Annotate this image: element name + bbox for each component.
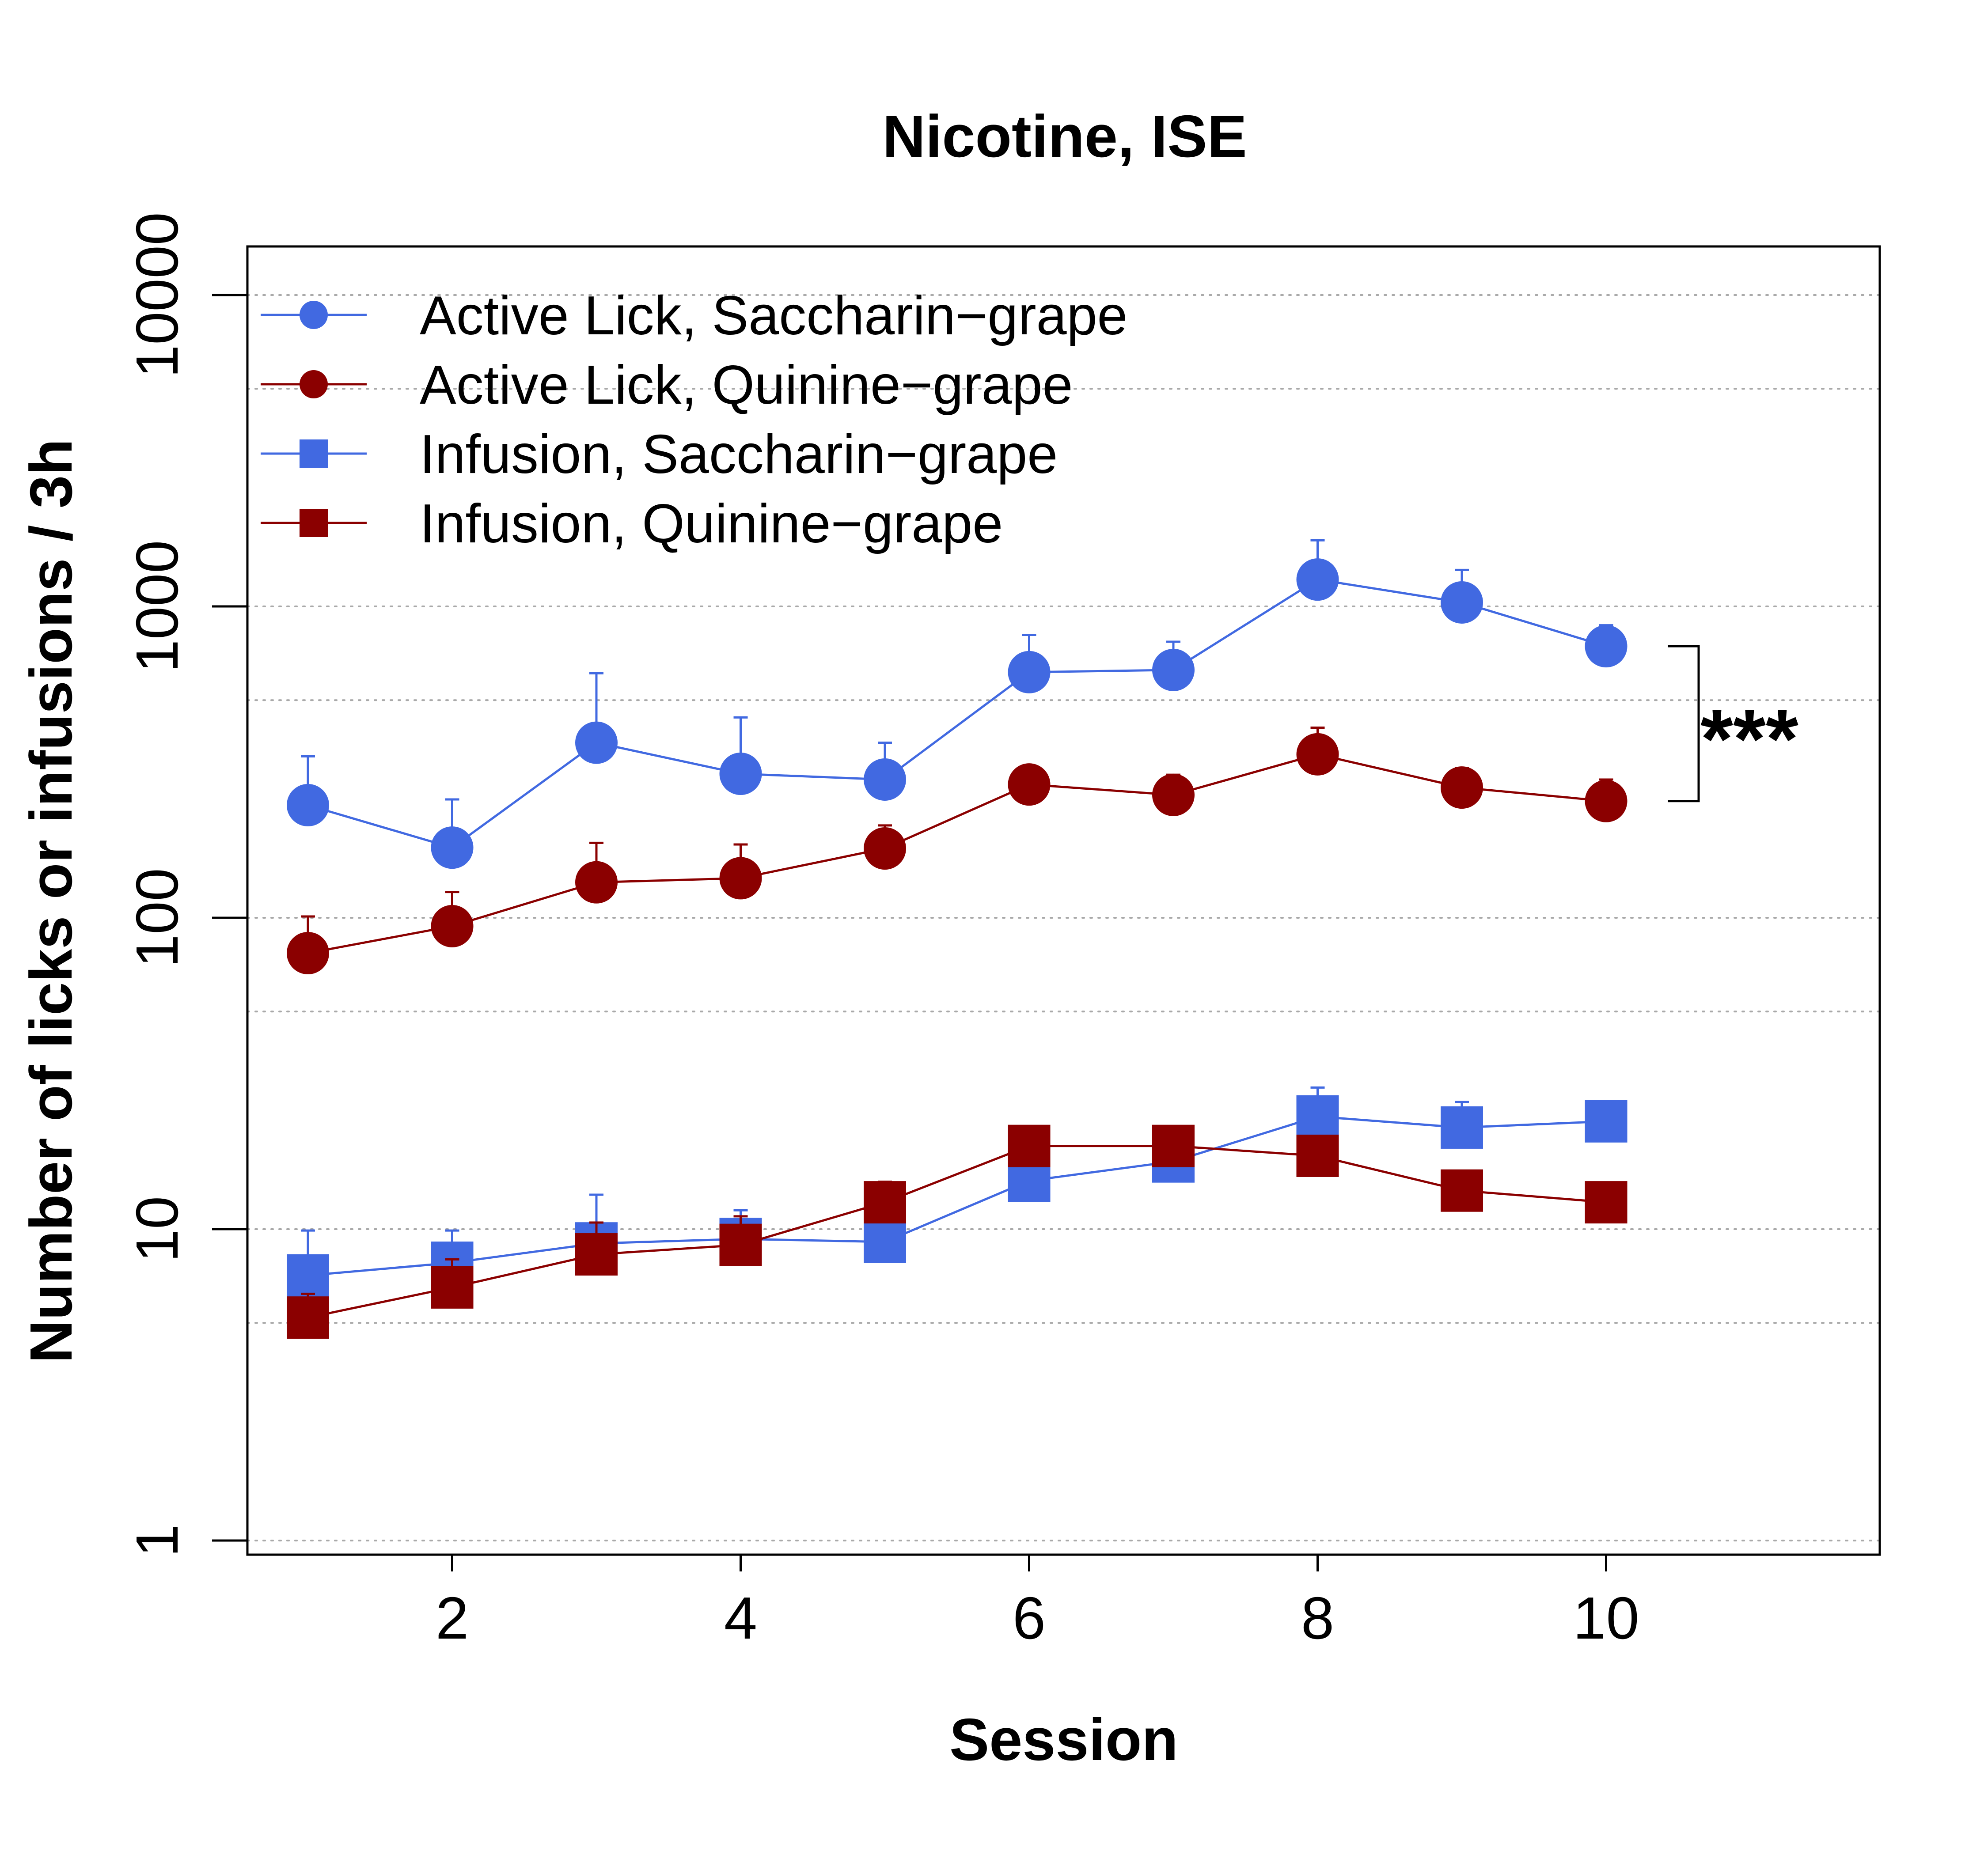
y-tick-label: 100 <box>124 868 190 967</box>
data-point <box>287 784 329 826</box>
data-point <box>1008 763 1051 806</box>
y-tick-label: 10 <box>124 1196 190 1262</box>
x-tick-label: 10 <box>1573 1585 1639 1651</box>
legend-item: Active Lick, Quinine−grape <box>261 355 1073 416</box>
legend-item: Infusion, Saccharin−grape <box>261 424 1058 485</box>
data-series <box>287 539 1628 1339</box>
y-tick-label: 10000 <box>124 212 190 378</box>
data-point <box>575 861 618 904</box>
data-point <box>287 1254 329 1297</box>
series-line <box>307 1115 1606 1277</box>
series-line <box>307 578 1607 849</box>
legend-marker <box>300 439 328 468</box>
y-tick-label: 1 <box>124 1524 190 1557</box>
legend-label: Infusion, Quinine−grape <box>420 493 1003 554</box>
data-point <box>1152 773 1195 816</box>
legend-item: Active Lick, Saccharin−grape <box>261 285 1128 346</box>
data-point <box>575 721 618 764</box>
x-axis: 2 4 6 8 10 <box>436 1555 1639 1651</box>
data-point <box>719 753 762 795</box>
series-4 <box>287 1124 1628 1339</box>
data-point <box>1441 1106 1483 1149</box>
data-point <box>1296 1095 1339 1138</box>
data-point <box>287 932 329 975</box>
data-point <box>1585 625 1628 668</box>
significance-annotation: *** <box>1668 645 1798 803</box>
y-axis: 1 10 100 1000 10000 <box>124 212 247 1557</box>
data-point <box>864 758 906 801</box>
legend-marker <box>300 301 328 329</box>
chart-title: Nicotine, ISE <box>882 103 1247 170</box>
series-2 <box>287 726 1628 975</box>
series-line <box>307 753 1606 954</box>
data-point <box>719 857 762 900</box>
x-tick-label: 2 <box>436 1585 469 1651</box>
significance-stars: *** <box>1700 692 1798 786</box>
y-tick-label: 1000 <box>124 540 190 673</box>
data-point <box>575 1233 618 1276</box>
data-point <box>431 905 474 947</box>
data-point <box>1441 1169 1483 1212</box>
data-point <box>864 1220 906 1263</box>
data-point <box>431 826 474 869</box>
data-point <box>1152 1124 1195 1167</box>
plot-frame <box>246 245 1881 1556</box>
data-point <box>1585 780 1628 822</box>
legend-item: Infusion, Quinine−grape <box>261 493 1003 554</box>
data-point <box>1008 651 1051 693</box>
gridlines <box>247 294 1881 1541</box>
x-tick-label: 6 <box>1013 1585 1046 1651</box>
series-line <box>307 1145 1606 1319</box>
series-1 <box>287 539 1628 869</box>
x-tick-label: 4 <box>724 1585 757 1651</box>
y-axis-label: Number of licks or infusions / 3h <box>18 439 84 1363</box>
legend-marker <box>300 370 328 398</box>
legend-label: Infusion, Saccharin−grape <box>420 424 1058 485</box>
data-point <box>1296 558 1339 601</box>
x-tick-label: 8 <box>1301 1585 1334 1651</box>
data-point <box>1585 1181 1628 1224</box>
data-point <box>864 1181 906 1224</box>
data-point <box>719 1223 762 1266</box>
data-point <box>1441 766 1483 809</box>
legend: Active Lick, Saccharin−grape Active Lick,… <box>261 285 1128 554</box>
x-axis-label: Session <box>949 1706 1178 1773</box>
significance-bracket <box>1668 645 1700 803</box>
series-3 <box>287 1086 1628 1297</box>
data-point <box>1585 1100 1628 1143</box>
data-point <box>431 1266 474 1309</box>
data-point <box>287 1296 329 1339</box>
data-point <box>1296 733 1339 776</box>
data-point <box>1296 1134 1339 1177</box>
legend-marker <box>300 509 328 537</box>
data-point <box>864 827 906 870</box>
data-point <box>1008 1124 1051 1167</box>
legend-label: Active Lick, Saccharin−grape <box>420 285 1128 346</box>
data-point <box>1441 581 1483 624</box>
data-point <box>1152 648 1195 691</box>
legend-label: Active Lick, Quinine−grape <box>420 355 1073 416</box>
